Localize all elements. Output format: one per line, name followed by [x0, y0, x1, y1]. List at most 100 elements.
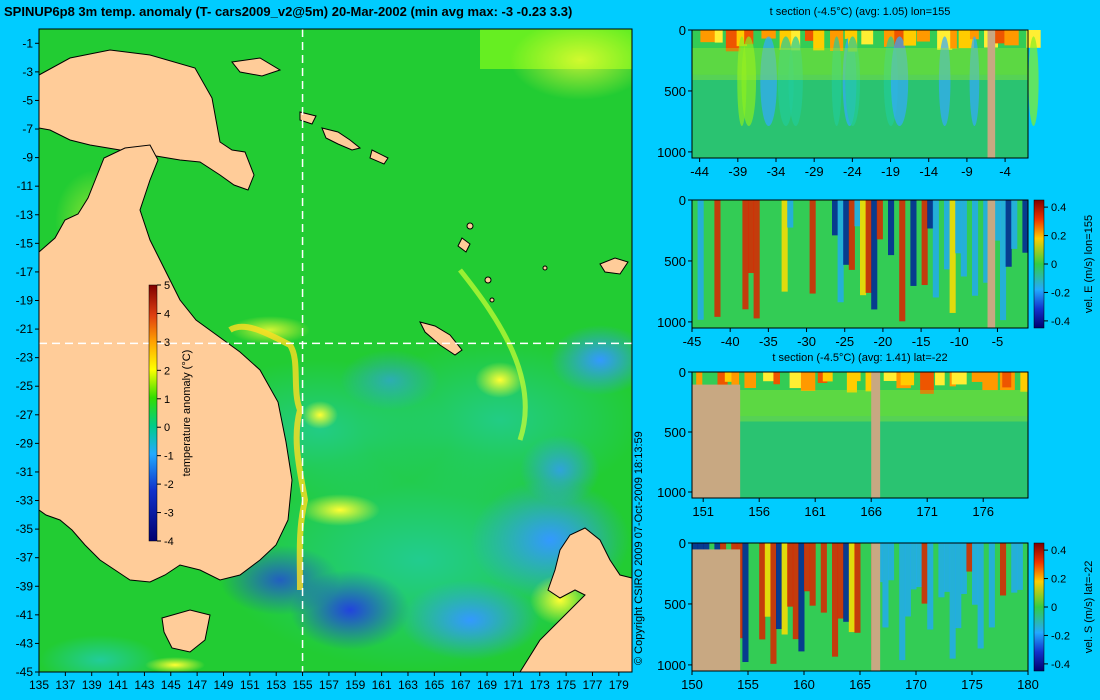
map-x-tick-label: 165 — [424, 678, 444, 692]
section-3-surface-band — [1020, 372, 1028, 392]
section-1-y-axis: 0 500 1000 — [657, 23, 692, 160]
copyright-strip: © Copyright CSIRO 2009 07-Oct-2009 18:13… — [633, 431, 645, 665]
section-4-colorbar-tick-label: 0.4 — [1051, 545, 1066, 557]
section-2-frame — [691, 199, 1029, 329]
section-4-velocity-stripe — [832, 543, 839, 657]
section-4-velocity-stripe — [843, 543, 850, 622]
section-2-velocity-stripe — [927, 200, 934, 229]
map-x-tick-label: 179 — [609, 678, 629, 692]
section-3-y-tick-label: 0 — [679, 365, 686, 380]
map-y-tick-label: -5 — [22, 93, 33, 107]
section-2-velocity-stripe — [888, 200, 895, 256]
map-y-tick-label: -29 — [16, 436, 34, 450]
section-4-land-column — [871, 543, 881, 671]
section-4-x-axis: 150 155 160 165 170 175 180 — [681, 671, 1039, 692]
section-4-colorbar-tick-label: 0.2 — [1051, 574, 1066, 586]
copyright-text: © Copyright CSIRO 2009 07-Oct-2009 18:13… — [633, 431, 645, 665]
new-guinea — [39, 49, 255, 191]
map-x-tick-label: 163 — [398, 678, 418, 692]
section-3-x-tick-label: 166 — [860, 504, 882, 519]
section-2-velocity-stripe — [1005, 200, 1012, 267]
section-1-panel: -44 -39 -34 -29 -24 -19 -14 -9 -4 0 500 1000 — [657, 23, 1041, 179]
section-2-velocity-stripe — [697, 200, 704, 320]
section-1-surface-band — [903, 30, 917, 46]
section-3-y-tick-label: 1000 — [657, 485, 686, 500]
section-2-x-tick-label: -45 — [683, 334, 702, 349]
section-2-velocity-stripe — [714, 200, 721, 317]
section-2-velocity-stripe — [932, 200, 939, 298]
map-x-tick-label: 141 — [108, 678, 128, 692]
section-4-velocity-stripe — [882, 543, 889, 628]
map-y-tick-label: -41 — [16, 608, 34, 622]
section-2-velocity-stripe — [876, 200, 883, 240]
section-4-velocity-stripe — [804, 543, 811, 592]
section-4-y-tick-label: 1000 — [657, 658, 686, 673]
section-4-x-tick-label: 150 — [681, 677, 703, 692]
section-4-land — [692, 549, 741, 671]
section-4-colorbar: 0.4 0.2 0 -0.2 -0.4 vel. S (m/s) lat=-22 — [1033, 542, 1095, 672]
section-2-velocity-stripe — [910, 200, 917, 286]
section-4-velocity-stripe — [781, 543, 788, 635]
section-3-surface-band — [773, 372, 780, 385]
section-1-plume — [938, 36, 951, 126]
section-2-x-tick-label: -10 — [950, 334, 969, 349]
section-4-velocity-stripe — [988, 543, 995, 628]
map-y-tick-label: -23 — [16, 351, 34, 365]
map-y-tick-label: -3 — [22, 65, 33, 79]
section-4-velocity-stripe — [966, 543, 973, 572]
colorbar-tick-label: -2 — [164, 479, 174, 491]
section-2-colorbar-tick-label: 0.2 — [1051, 231, 1066, 243]
section-3-surface-band — [724, 372, 737, 382]
section-3-title: t section (-4.5°C) (avg: 1.41) lat=-22 — [772, 352, 948, 364]
section-2-panel: -45 -40 -35 -30 -25 -20 -15 -10 -5 0 500 1000 0.4 0.2… — [657, 193, 1095, 349]
section-1-surface-band — [916, 30, 930, 42]
section-1-plume — [969, 36, 980, 126]
section-4-y-tick-label: 500 — [664, 597, 686, 612]
section-4-x-tick-label: 155 — [737, 677, 759, 692]
section-1-surface-band — [1004, 30, 1019, 46]
section-3-x-tick-label: 171 — [916, 504, 938, 519]
section-1-y-tick-label: 500 — [664, 84, 686, 99]
section-1-x-tick-label: -14 — [919, 164, 938, 179]
section-1-x-tick-label: -34 — [767, 164, 786, 179]
map-x-axis: 135 137 139 141 143 145 147 149 151 153 155 157 159 1… — [29, 672, 629, 692]
colorbar-label: temperature anomaly (°C) — [181, 350, 193, 477]
crosshair — [39, 29, 632, 672]
section-4-x-tick-label: 180 — [1017, 677, 1039, 692]
map-y-tick-label: -11 — [17, 179, 34, 193]
map-y-tick-label: -43 — [16, 636, 34, 650]
section-2-velocity-stripe — [848, 200, 855, 270]
section-4-velocity-stripe — [944, 543, 951, 592]
colorbar-tick-label: 2 — [164, 365, 170, 377]
map-y-tick-label: -27 — [16, 408, 34, 422]
section-4-velocity-stripe — [1011, 543, 1018, 593]
section-1-y-tick-label: 0 — [679, 23, 686, 38]
section-2-colorbar-gradient — [1033, 199, 1045, 329]
section-1-surface-band — [950, 30, 957, 49]
section-4-y-tick-label: 0 — [679, 536, 686, 551]
section-3-x-tick-label: 156 — [748, 504, 770, 519]
section-2-velocity-stripe — [1022, 200, 1029, 253]
map-x-tick-label: 177 — [582, 678, 602, 692]
section-4-x-tick-label: 175 — [961, 677, 983, 692]
section-2-velocity-stripe — [748, 200, 755, 274]
section-2-velocity-stripe — [1011, 200, 1018, 249]
colorbar-tick-label: 1 — [164, 394, 170, 406]
section-4-velocity-stripe — [1000, 543, 1007, 596]
map-y-tick-label: -45 — [16, 665, 34, 679]
section-3-surface-band — [1002, 372, 1012, 388]
section-2-x-tick-label: -20 — [874, 334, 893, 349]
section-2-velocity-stripe — [871, 200, 878, 310]
section-4-velocity-stripe — [910, 543, 917, 590]
section-2-velocity-stripe — [809, 200, 816, 294]
section-3-surface-band — [971, 372, 988, 382]
section-2-x-axis: -45 -40 -35 -30 -25 -20 -15 -10 -5 — [683, 328, 1003, 349]
map-y-tick-label: -31 — [16, 465, 34, 479]
section-1-x-axis: -44 -39 -34 -29 -24 -19 -14 -9 -4 — [690, 158, 1011, 179]
section-4-velocity-stripe — [899, 543, 906, 661]
map-x-tick-label: 153 — [266, 678, 286, 692]
section-2-y-axis: 0 500 1000 — [657, 193, 692, 330]
section-2-velocity-stripe — [944, 200, 951, 270]
section-2-velocity-stripe — [983, 200, 990, 283]
section-1-x-tick-label: -4 — [999, 164, 1011, 179]
